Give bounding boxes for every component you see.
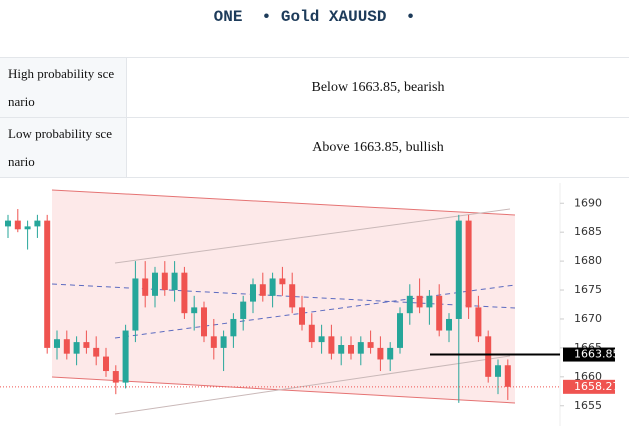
candle-body: [377, 347, 384, 360]
candle-body: [112, 371, 119, 383]
candle-body: [338, 345, 345, 354]
candle-body: [406, 295, 413, 314]
candle-body: [357, 342, 364, 354]
candle-body: [289, 284, 296, 308]
channel-line: [51, 376, 516, 404]
candle-body: [142, 278, 149, 296]
channel-fill: [52, 190, 515, 403]
cell: Below 1663.85, bearish: [126, 57, 629, 118]
candle-body: [367, 342, 374, 348]
candle-body: [191, 307, 198, 314]
candle-body: [279, 278, 286, 285]
price-label: 1658.27: [574, 380, 620, 393]
candle-body: [161, 272, 168, 291]
candle-body: [348, 345, 354, 354]
candle-body: [475, 307, 482, 337]
price-label-box: [563, 379, 615, 394]
y-tick-label: 1675: [574, 283, 602, 296]
channel-line: [114, 355, 511, 415]
candle-body: [73, 342, 80, 354]
cell: High probability scenario: [0, 57, 127, 118]
y-tick-label: 1690: [574, 196, 602, 209]
candle-body: [132, 278, 139, 331]
cell: Above 1663.85, bullish: [126, 117, 629, 178]
channel-line: [51, 189, 516, 216]
candle-body: [230, 318, 237, 337]
candle-body: [24, 226, 31, 230]
candle-body: [93, 347, 100, 357]
candle-body: [416, 295, 423, 308]
candle-body: [83, 342, 90, 348]
row: High probability scenario Below 1663.85, …: [0, 57, 629, 118]
candle-body: [210, 336, 217, 348]
candle-body: [328, 336, 335, 354]
candle-body: [465, 220, 472, 308]
candle-body: [318, 336, 325, 343]
price-label: 1663.85: [574, 348, 620, 361]
candle-body: [455, 220, 462, 319]
candle-body: [426, 295, 433, 308]
candle-body: [299, 307, 305, 325]
candle-body: [250, 284, 256, 302]
candle-body: [308, 324, 315, 343]
y-tick-label: 1655: [574, 399, 602, 412]
candle-body: [495, 365, 501, 377]
candle-body: [54, 339, 60, 348]
candle-body: [259, 284, 266, 296]
candle-body: [181, 272, 188, 314]
y-tick-label: 1670: [574, 312, 602, 325]
candle-body: [14, 220, 21, 230]
candle-body: [504, 365, 511, 387]
candle-body: [103, 356, 109, 372]
candle-body: [436, 295, 443, 331]
candle-body: [171, 272, 178, 291]
candle-body: [44, 220, 51, 348]
channel-line: [114, 208, 511, 264]
candle-body: [5, 220, 11, 227]
chart: 165516601665167016751680168516901663.851…: [0, 183, 620, 426]
y-tick-label: 1680: [574, 254, 602, 267]
candle-body: [63, 339, 70, 354]
candle-body: [397, 313, 403, 348]
candle-body: [269, 278, 276, 296]
candle-body: [446, 318, 452, 331]
y-tick-label: 1660: [574, 370, 602, 383]
title: ONE • Gold XAUUSD •: [213, 8, 416, 26]
cell: Low probability scenario: [0, 117, 127, 178]
y-tick-label: 1685: [574, 225, 602, 238]
candle-body: [240, 301, 247, 319]
candle-body: [152, 272, 158, 296]
candle-body: [387, 347, 394, 360]
dashed-line: [114, 284, 516, 339]
candle-body: [220, 336, 227, 348]
scenario-table: High probability scenario Below 1663.85, …: [0, 57, 629, 178]
row: Low probability scenario Above 1663.85, b…: [0, 117, 629, 178]
candle-body: [122, 330, 129, 383]
candle-body: [201, 307, 207, 337]
price-label-box: [563, 347, 615, 362]
candle-body: [485, 336, 492, 377]
candle-body: [34, 220, 41, 227]
